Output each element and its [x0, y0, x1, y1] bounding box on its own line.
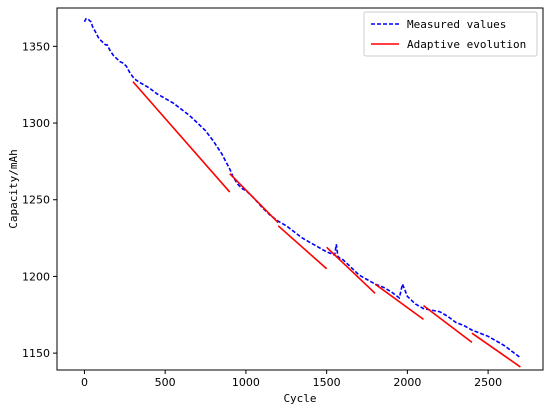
x-tick-label: 0 [81, 376, 88, 389]
x-tick-label: 2500 [474, 376, 502, 389]
axes [56, 7, 544, 371]
adaptive-evolution-segment-1 [132, 81, 231, 193]
adaptive-evolution-segment-5 [374, 283, 424, 321]
adaptive-evolution-segment-7 [471, 332, 521, 368]
y-tick-label: 1300 [22, 117, 50, 130]
plot-area [83, 17, 521, 368]
x-tick-label: 1000 [232, 376, 260, 389]
legend-label-measured: Measured values [407, 18, 506, 31]
x-axis-label: Cycle [283, 392, 316, 405]
x-tick-label: 1500 [313, 376, 341, 389]
adaptive-evolution-segment-6 [423, 304, 473, 344]
series-measured-values [83, 17, 521, 359]
adaptive-evolution-segment-2 [229, 173, 279, 224]
y-tick-label: 1350 [22, 40, 50, 53]
ticks: 0 500 1000 1500 2000 2500 1150 1200 1250 1300 1350 [22, 40, 502, 389]
legend-label-adaptive: Adaptive evolution [407, 38, 526, 51]
axes-frame [56, 7, 544, 371]
adaptive-evolution-segment-4 [326, 246, 376, 294]
x-tick-label: 500 [155, 376, 176, 389]
x-tick-label: 2000 [393, 376, 421, 389]
y-tick-label: 1250 [22, 194, 50, 207]
legend: Measured values Adaptive evolution [363, 11, 538, 57]
adaptive-evolution-segment-3 [277, 225, 328, 270]
y-tick-label: 1150 [22, 347, 50, 360]
legend-box [363, 11, 538, 57]
y-tick-label: 1200 [22, 270, 50, 283]
y-axis-label: Capacity/mAh [7, 149, 20, 228]
